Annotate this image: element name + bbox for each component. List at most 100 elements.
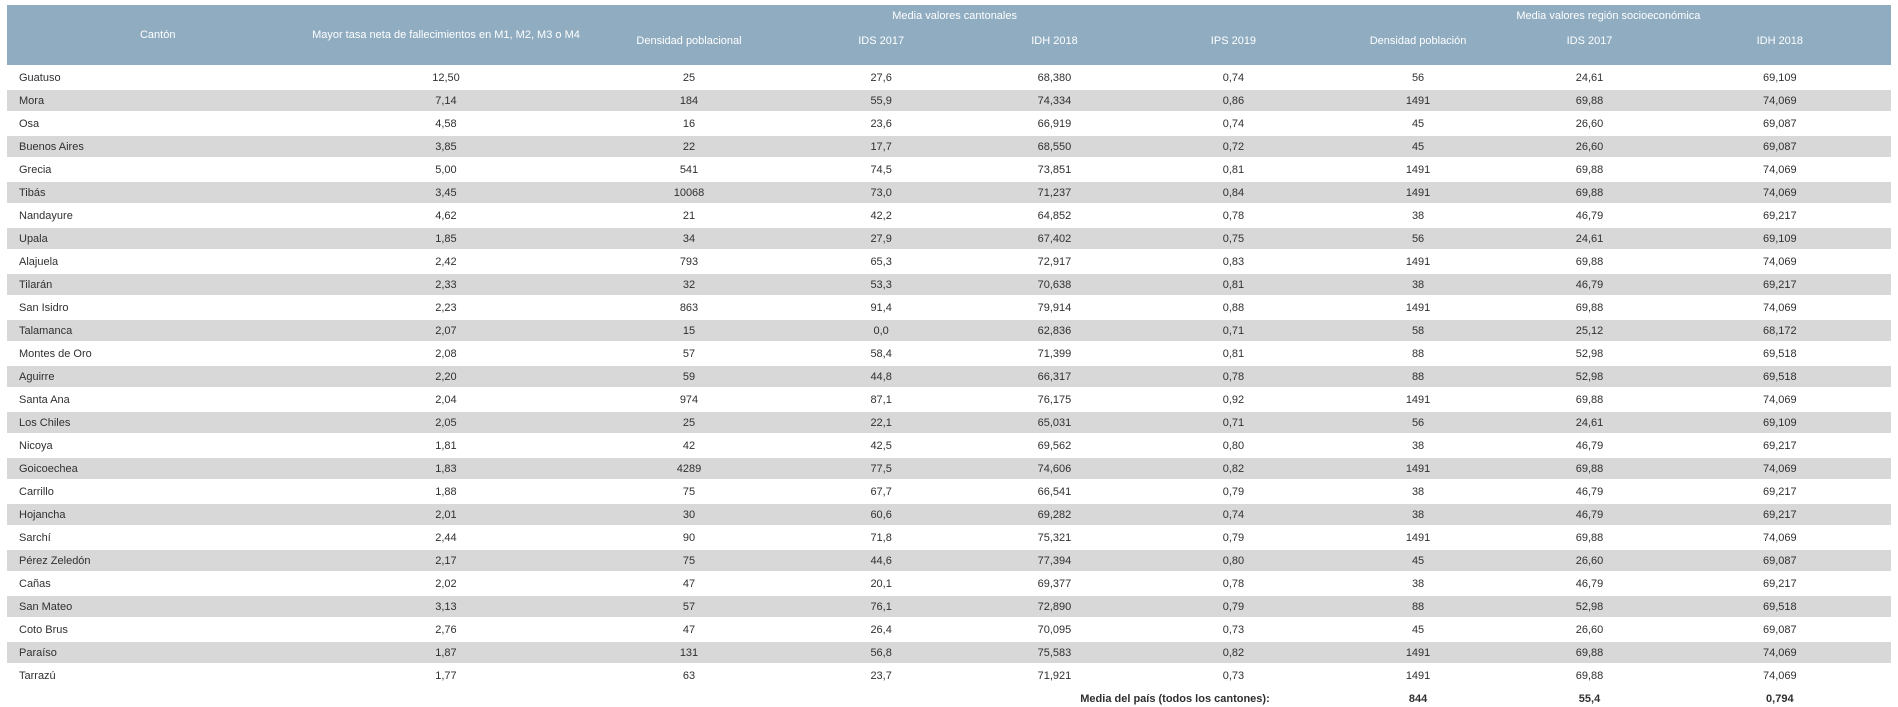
canton-name: Grecia [7, 157, 309, 181]
value-cell: 69,217 [1668, 502, 1891, 526]
value-cell: 69,217 [1668, 272, 1891, 296]
value-cell: 0,74 [1141, 65, 1326, 89]
value-cell: 53,3 [794, 272, 968, 296]
value-cell: 69,109 [1668, 410, 1891, 434]
value-cell: 12,50 [308, 65, 584, 89]
value-cell: 1491 [1325, 456, 1511, 480]
value-cell: 47 [583, 571, 795, 595]
value-cell: 75 [583, 479, 795, 503]
value-cell: 74,069 [1668, 640, 1891, 664]
canton-name: Tarrazú [7, 663, 309, 687]
value-cell: 0,82 [1141, 456, 1326, 480]
value-cell: 25 [583, 65, 795, 89]
value-cell: 0,74 [1141, 111, 1326, 135]
header-group-region: Media valores región socioeconómica [1325, 5, 1891, 27]
canton-name: Mora [7, 88, 309, 112]
canton-name: Talamanca [7, 318, 309, 342]
value-cell: 2,42 [308, 249, 584, 273]
value-cell: 27,9 [794, 226, 968, 250]
value-cell: 72,917 [967, 249, 1142, 273]
value-cell: 71,237 [967, 180, 1142, 204]
value-cell: 0,78 [1141, 364, 1326, 388]
table-row: Mora 7,14 184 55,9 74,334 0,86 1491 69,88 74,069 [7, 88, 1891, 112]
value-cell: 2,33 [308, 272, 584, 296]
value-cell: 4,62 [308, 203, 584, 227]
value-cell: 74,069 [1668, 456, 1891, 480]
canton-name: Osa [7, 111, 309, 135]
canton-name: Santa Ana [7, 387, 309, 411]
value-cell: 2,08 [308, 341, 584, 365]
canton-name: Tilarán [7, 272, 309, 296]
table-row: Osa 4,58 16 23,6 66,919 0,74 45 26,60 69,087 [7, 111, 1891, 135]
value-cell: 0,79 [1141, 594, 1326, 618]
value-cell: 0,83 [1141, 249, 1326, 273]
value-cell: 52,98 [1510, 341, 1669, 365]
header-idh-2018-cantonal: IDH 2018 [967, 27, 1142, 66]
value-cell: 60,6 [794, 502, 968, 526]
value-cell: 21 [583, 203, 795, 227]
table-row: Upala 1,85 34 27,9 67,402 0,75 56 24,61 69,109 [7, 226, 1891, 250]
canton-name: Alajuela [7, 249, 309, 273]
empty-cell [794, 686, 968, 707]
value-cell: 1491 [1325, 640, 1511, 664]
canton-name: San Isidro [7, 295, 309, 319]
value-cell: 74,606 [967, 456, 1142, 480]
value-cell: 2,23 [308, 295, 584, 319]
value-cell: 2,07 [308, 318, 584, 342]
value-cell: 67,402 [967, 226, 1142, 250]
value-cell: 58 [1325, 318, 1511, 342]
empty-cell [7, 686, 309, 707]
value-cell: 44,8 [794, 364, 968, 388]
table-row: Aguirre 2,20 59 44,8 66,317 0,78 88 52,98 69,518 [7, 364, 1891, 388]
value-cell: 1491 [1325, 88, 1511, 112]
header-densidad-poblacional: Densidad poblacional [583, 27, 795, 66]
value-cell: 0,0 [794, 318, 968, 342]
value-cell: 69,087 [1668, 617, 1891, 641]
value-cell: 541 [583, 157, 795, 181]
table-row: Grecia 5,00 541 74,5 73,851 0,81 1491 69,88 74,0… [7, 157, 1891, 181]
value-cell: 1491 [1325, 157, 1511, 181]
country-mean-densidad-poblacion: 844 [1325, 686, 1511, 707]
value-cell: 68,172 [1668, 318, 1891, 342]
table-row: Hojancha 2,01 30 60,6 69,282 0,74 38 46,79 69,21… [7, 502, 1891, 526]
value-cell: 2,20 [308, 364, 584, 388]
value-cell: 65,031 [967, 410, 1142, 434]
value-cell: 45 [1325, 548, 1511, 572]
table-row: Alajuela 2,42 793 65,3 72,917 0,83 1491 69,88 74… [7, 249, 1891, 273]
value-cell: 0,82 [1141, 640, 1326, 664]
header-densidad-poblacion: Densidad población [1325, 27, 1511, 66]
table-row: Goicoechea 1,83 4289 77,5 74,606 0,82 1491 69,8… [7, 456, 1891, 480]
table-row: Santa Ana 2,04 974 87,1 76,175 0,92 1491 69,88 7… [7, 387, 1891, 411]
table-row: Nicoya 1,81 42 42,5 69,562 0,80 38 46,79 69,217 [7, 433, 1891, 457]
value-cell: 45 [1325, 617, 1511, 641]
value-cell: 27,6 [794, 65, 968, 89]
country-mean-idh-2018: 0,794 [1668, 686, 1891, 707]
value-cell: 68,550 [967, 134, 1142, 158]
value-cell: 16 [583, 111, 795, 135]
value-cell: 3,85 [308, 134, 584, 158]
value-cell: 88 [1325, 364, 1511, 388]
value-cell: 22,1 [794, 410, 968, 434]
value-cell: 25,12 [1510, 318, 1669, 342]
value-cell: 44,6 [794, 548, 968, 572]
table-body: Guatuso 12,50 25 27,6 68,380 0,74 56 24,61 69,10… [7, 65, 1891, 687]
table-row: Tibás 3,45 10068 73,0 71,237 0,84 1491 69,88 74,… [7, 180, 1891, 204]
value-cell: 0,72 [1141, 134, 1326, 158]
value-cell: 88 [1325, 594, 1511, 618]
value-cell: 0,80 [1141, 433, 1326, 457]
value-cell: 69,109 [1668, 65, 1891, 89]
value-cell: 68,380 [967, 65, 1142, 89]
value-cell: 62,836 [967, 318, 1142, 342]
value-cell: 69,217 [1668, 433, 1891, 457]
value-cell: 69,88 [1510, 663, 1669, 687]
value-cell: 3,13 [308, 594, 584, 618]
value-cell: 15 [583, 318, 795, 342]
value-cell: 1491 [1325, 249, 1511, 273]
table-row: Sarchí 2,44 90 71,8 75,321 0,79 1491 69,88 74,06… [7, 525, 1891, 549]
value-cell: 0,88 [1141, 295, 1326, 319]
canton-name: Tibás [7, 180, 309, 204]
value-cell: 10068 [583, 180, 795, 204]
value-cell: 0,78 [1141, 571, 1326, 595]
canton-name: Los Chiles [7, 410, 309, 434]
value-cell: 52,98 [1510, 594, 1669, 618]
